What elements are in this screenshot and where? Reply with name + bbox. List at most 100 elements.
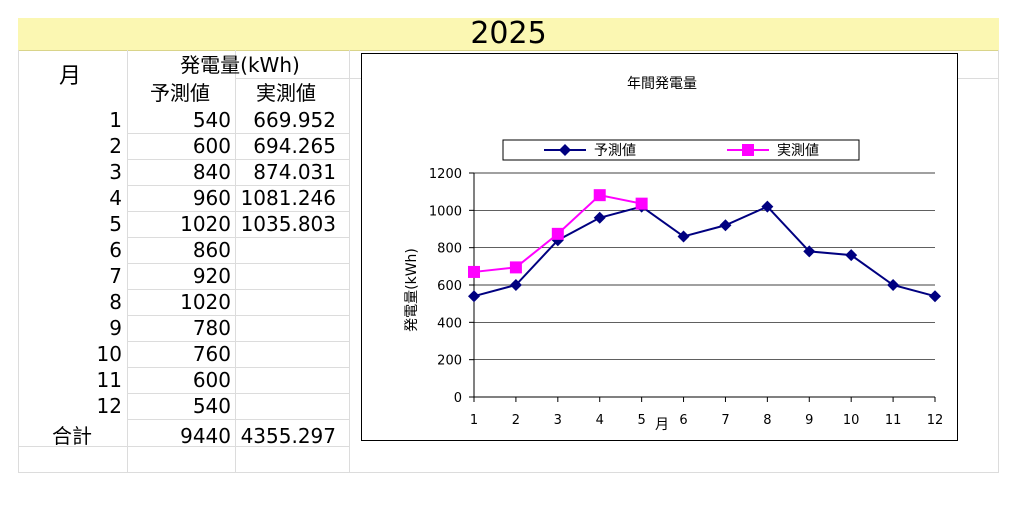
y-tick-label: 0 [454,391,462,406]
grid-line [18,446,349,447]
data-point [468,265,480,278]
row-month: 4 [109,186,122,210]
x-tick-label: 6 [679,413,687,428]
data-point [677,230,690,243]
y-tick-label: 200 [437,354,462,369]
legend-box [502,139,860,161]
x-axis-label: 月 [655,417,669,433]
x-tick-label: 11 [885,413,902,428]
row-forecast: 840 [192,160,231,184]
row-actual: 1035.803 [240,212,336,236]
row-month: 6 [109,238,122,262]
data-point [551,227,564,240]
data-point [719,219,732,232]
row-forecast: 540 [192,108,231,132]
data-point [761,200,774,213]
grid-line [127,211,349,212]
row-forecast: 920 [192,264,231,288]
grid-line [956,78,999,79]
grid-line [235,78,361,79]
grid-line [998,50,999,472]
grid-line [127,367,349,368]
row-forecast: 600 [192,368,231,392]
chart-series [468,189,941,303]
data-point [845,249,858,262]
row-forecast: 600 [192,134,231,158]
row-forecast: 1020 [180,212,231,236]
row-month: 10 [96,342,122,366]
header-actual: 実測値 [256,81,316,105]
grid-line [127,50,128,472]
grid-line [127,419,349,420]
grid-line [127,263,349,264]
row-month: 5 [109,212,122,236]
row-month: 7 [109,264,122,288]
row-actual: 669.952 [253,108,336,132]
row-actual: 1081.246 [240,186,336,210]
x-tick-label: 8 [763,413,771,428]
row-forecast: 540 [192,394,231,418]
grid-line [127,237,349,238]
data-point [593,211,606,224]
grid-line [18,50,19,472]
series-actual [468,189,648,278]
row-actual: 694.265 [253,134,336,158]
grid-line [349,50,350,472]
y-tick-label: 1200 [429,167,462,182]
y-tick-label: 1000 [429,204,462,219]
year-title: 2025 [470,16,547,51]
legend-marker [742,144,754,156]
row-forecast: 860 [192,238,231,262]
chart-title: 年間発電量 [627,76,697,92]
y-tick-label: 800 [437,242,462,257]
legend-label: 実測値 [777,143,819,159]
grid-line [18,472,999,473]
row-month: 3 [109,160,122,184]
header-generation: 発電量(kWh) [180,53,300,77]
data-point [468,290,480,303]
chart-legend: 予測値 実測値 [502,139,860,161]
x-tick-label: 7 [721,413,729,428]
row-actual: 874.031 [253,160,336,184]
row-month: 11 [96,368,122,392]
total-forecast: 9440 [180,424,231,448]
y-tick-label: 400 [437,316,462,331]
grid-line [127,393,349,394]
row-month: 8 [109,290,122,314]
row-month: 1 [109,108,122,132]
series-line [473,205,936,298]
data-point [593,189,606,202]
series-forecast [468,200,941,303]
x-tick-label: 12 [927,413,944,428]
data-point [929,290,941,303]
grid-line [127,185,349,186]
grid-line [127,289,349,290]
x-tick-label: 3 [554,413,562,428]
total-actual: 4355.297 [240,424,336,448]
row-forecast: 1020 [180,290,231,314]
data-point [887,279,900,291]
x-tick-label: 1 [470,413,478,428]
grid-line [127,159,349,160]
header-forecast: 予測値 [150,81,210,105]
row-month: 9 [109,316,122,340]
row-month: 12 [96,394,122,418]
x-tick-label: 10 [843,413,860,428]
row-forecast: 760 [192,342,231,366]
grid-line [127,315,349,316]
y-axis-label: 発電量(kWh) [404,248,420,332]
data-point [803,245,816,258]
total-label: 合計 [52,424,92,448]
year-banner: 2025 [18,16,999,51]
x-tick-label: 9 [805,413,813,428]
x-tick-label: 4 [596,413,604,428]
chart-area[interactable]: 年間発電量 予測値 実測値 0 200 400 600 800 1000 1200 1 2 3 4 5 6… [361,53,958,441]
grid-line [127,133,349,134]
x-tick-label: 2 [512,413,520,428]
row-forecast: 960 [192,186,231,210]
header-month: 月 [58,64,81,89]
row-forecast: 780 [192,316,231,340]
data-point [635,197,648,210]
